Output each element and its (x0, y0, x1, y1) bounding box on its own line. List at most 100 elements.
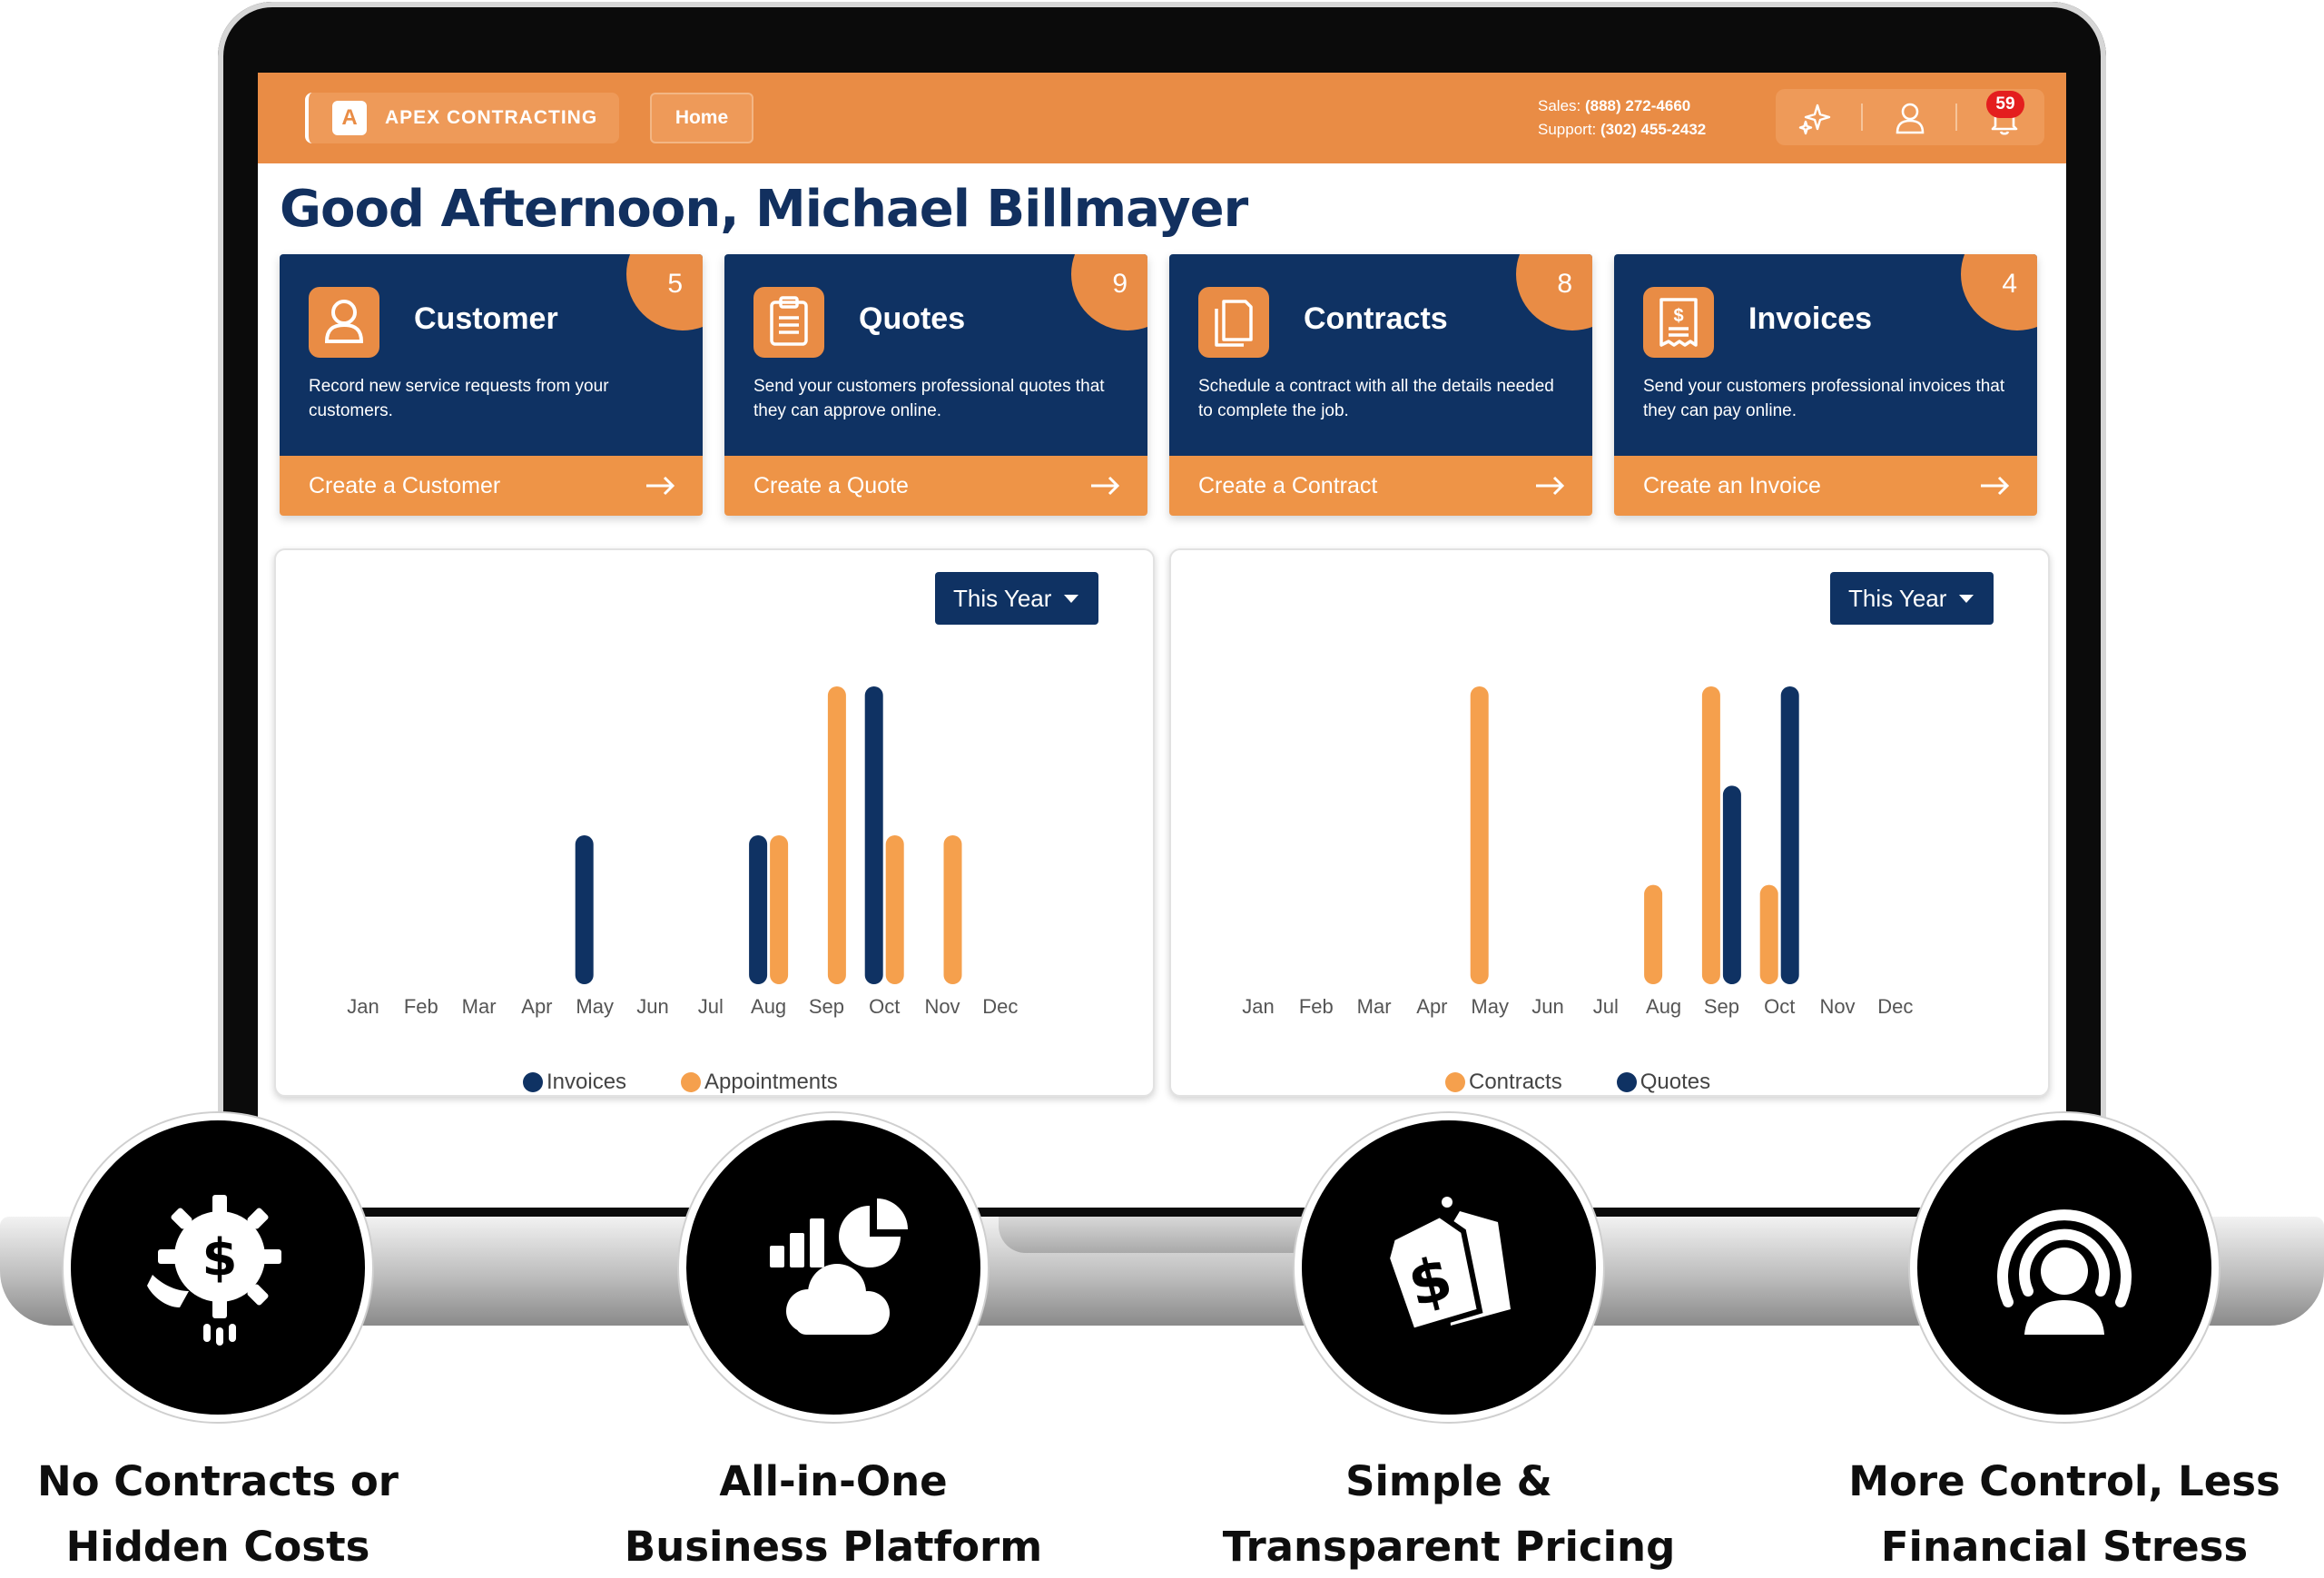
sales-line: Sales: (888) 272-4660 (1538, 94, 1706, 118)
x-tick-label: Sep (809, 995, 844, 1018)
feature-badge: $ (64, 1113, 372, 1422)
x-tick-label: May (1471, 995, 1509, 1018)
feature-line: Transparent Pricing (1222, 1523, 1676, 1571)
contracts-card: 8 Contracts Schedule a contract with all… (1169, 254, 1592, 516)
count-circle (626, 254, 703, 330)
bell-icon[interactable]: 59 (1986, 91, 2024, 136)
card-action-label: Create a Contract (1198, 472, 1378, 498)
card-count: 5 (667, 269, 683, 299)
x-tick-label: Jan (1242, 995, 1274, 1018)
legend-swatch (681, 1072, 702, 1092)
chart-legend: Contracts Quotes (1445, 1070, 1710, 1095)
legend-item[interactable]: Contracts (1445, 1070, 1562, 1095)
bar-chart: Jan Feb Mar Apr May Jun Jul Aug Sep Oct Nov Dec (1242, 686, 1913, 1018)
arrow-right-icon (1981, 476, 2010, 496)
x-tick-label: Dec (982, 995, 1018, 1018)
x-tick-label: Jul (698, 995, 724, 1018)
x-tick-label: Jun (636, 995, 668, 1018)
laptop-notch (999, 1217, 1325, 1253)
app-screen: A APEX CONTRACTING Home Sales: (888) 272… (258, 73, 2066, 1208)
bar-appointments-oct[interactable] (885, 835, 904, 984)
card-action-label: Create a Quote (753, 472, 909, 498)
x-tick-label: Jun (1531, 995, 1563, 1018)
x-tick-label: Mar (1357, 995, 1392, 1018)
bar-invoices-may[interactable] (575, 835, 594, 984)
bar-invoices-oct[interactable] (864, 686, 883, 984)
feature-caption: No Contracts or Hidden Costs (0, 1449, 454, 1578)
page-title: Good Afternoon, Michael Billmayer (280, 180, 1248, 239)
price-tag-icon: $ (1384, 1197, 1511, 1335)
count-circle (1961, 254, 2037, 330)
feature-line: Financial Stress (1880, 1523, 2249, 1571)
user-icon (309, 287, 379, 358)
caret-down-icon (1064, 594, 1079, 603)
bar-contracts-may[interactable] (1470, 686, 1489, 984)
x-tick-label: Oct (869, 995, 900, 1018)
legend-label: Appointments (704, 1070, 838, 1094)
feature-line: Business Platform (624, 1523, 1043, 1571)
header-tools: 59 (1776, 89, 2044, 145)
card-action-label: Create a Customer (309, 472, 501, 498)
card-body: 8 Contracts Schedule a contract with all… (1169, 254, 1592, 456)
create-contract-button[interactable]: Create a Contract (1169, 456, 1592, 516)
x-tick-label: Nov (1819, 995, 1855, 1018)
card-title: Contracts (1304, 301, 1448, 336)
bar-contracts-aug[interactable] (1644, 884, 1663, 984)
customer-card: 5 Customer Record new service requests f… (280, 254, 703, 516)
chart-cloud-icon (770, 1198, 908, 1335)
feature-caption: Simple & Transparent Pricing (1213, 1449, 1685, 1578)
home-button[interactable]: Home (650, 93, 753, 143)
arrow-right-icon (1091, 476, 1120, 496)
top-bar: A APEX CONTRACTING Home Sales: (888) 272… (258, 73, 2066, 163)
bar-contracts-sep[interactable] (1701, 686, 1720, 984)
create-invoice-button[interactable]: Create an Invoice (1614, 456, 2037, 516)
x-tick-label: Feb (1299, 995, 1334, 1018)
x-tick-label: Dec (1877, 995, 1913, 1018)
feature-caption: More Control, Less Financial Stress (1828, 1449, 2300, 1578)
support-phone[interactable]: (302) 455-2432 (1600, 121, 1707, 138)
arrow-right-icon (1536, 476, 1565, 496)
bar-quotes-oct[interactable] (1780, 686, 1799, 984)
support-line: Support: (302) 455-2432 (1538, 118, 1706, 142)
x-tick-label: Jul (1593, 995, 1619, 1018)
card-count: 4 (2002, 269, 2017, 299)
feature-line: All-in-One (719, 1457, 948, 1505)
x-tick-label: Aug (751, 995, 786, 1018)
legend-swatch (1616, 1072, 1637, 1092)
clipboard-icon (753, 287, 824, 358)
legend-swatch (523, 1072, 543, 1092)
card-action-label: Create an Invoice (1643, 472, 1821, 498)
arrow-right-icon (646, 476, 675, 496)
legend-label: Quotes (1640, 1070, 1711, 1094)
card-count: 9 (1112, 269, 1128, 299)
legend-label: Invoices (547, 1070, 627, 1094)
bar-appointments-aug[interactable] (770, 835, 789, 984)
bar-appointments-sep[interactable] (827, 686, 846, 984)
bar-contracts-oct[interactable] (1759, 884, 1778, 984)
x-tick-label: May (576, 995, 614, 1018)
svg-text:$: $ (1673, 306, 1683, 326)
brand[interactable]: A APEX CONTRACTING (305, 93, 619, 143)
x-tick-label: Aug (1646, 995, 1681, 1018)
bar-appointments-nov[interactable] (943, 835, 962, 984)
x-tick-label: Apr (521, 995, 552, 1018)
documents-icon (1198, 287, 1269, 358)
bar-invoices-aug[interactable] (749, 835, 768, 984)
x-tick-label: Nov (924, 995, 960, 1018)
year-filter-dropdown[interactable]: This Year (1830, 572, 1994, 625)
sales-phone[interactable]: (888) 272-4660 (1584, 97, 1691, 114)
legend-item[interactable]: Invoices (523, 1070, 626, 1095)
bar-quotes-sep[interactable] (1722, 785, 1741, 984)
create-quote-button[interactable]: Create a Quote (724, 456, 1147, 516)
x-tick-label: Apr (1416, 995, 1447, 1018)
year-filter-dropdown[interactable]: This Year (935, 572, 1098, 625)
create-customer-button[interactable]: Create a Customer (280, 456, 703, 516)
gear-dollar-icon: $ (147, 1195, 281, 1346)
sparkle-icon[interactable] (1797, 100, 1834, 136)
user-icon[interactable] (1892, 100, 1928, 136)
legend-item[interactable]: Appointments (681, 1070, 838, 1095)
notification-badge: 59 (1986, 91, 2024, 118)
legend-item[interactable]: Quotes (1616, 1070, 1711, 1095)
invoice-icon: $ (1643, 287, 1714, 358)
legend-label: Contracts (1469, 1070, 1562, 1094)
